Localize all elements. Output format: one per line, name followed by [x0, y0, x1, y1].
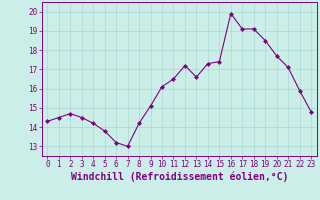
- X-axis label: Windchill (Refroidissement éolien,°C): Windchill (Refroidissement éolien,°C): [70, 172, 288, 182]
